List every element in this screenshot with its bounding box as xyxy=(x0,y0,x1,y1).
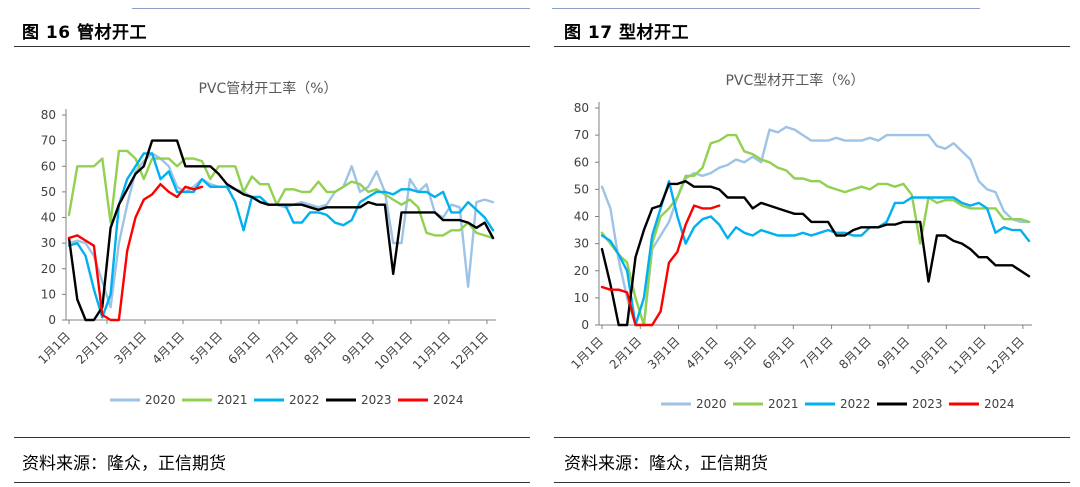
top-border-left xyxy=(132,0,530,9)
x-tick-label: 7月1日 xyxy=(798,334,836,372)
right-chart: PVC型材开工率（%） 0 10 20 30 40 50 60 70 80 1月1日 2月1日 3月1日… xyxy=(568,72,1032,411)
series-line-2021 xyxy=(600,133,1031,327)
x-tick-label: 2月1日 xyxy=(73,329,111,367)
y-tick-label: 40 xyxy=(41,211,56,225)
x-tick-label: 11月1日 xyxy=(946,334,989,377)
legend-label-2020: 2020 xyxy=(145,393,176,407)
left-panel-title: 图 16 管材开工 xyxy=(22,23,147,43)
x-tick-label: 12月1日 xyxy=(984,334,1027,377)
y-tick-label: 50 xyxy=(41,185,56,199)
y-tick-label: 50 xyxy=(574,182,589,196)
right-source-rule-top xyxy=(554,437,1070,438)
y-tick-label: 0 xyxy=(581,318,589,332)
x-tick-label: 6月1日 xyxy=(760,334,798,372)
legend-label-2023: 2023 xyxy=(912,397,943,411)
y-tick-label: 20 xyxy=(574,264,589,278)
chart-title: PVC管材开工率（%） xyxy=(198,80,337,97)
chart-title: PVC型材开工率（%） xyxy=(725,72,864,89)
series-line-2023 xyxy=(67,139,495,322)
legend-label-2024: 2024 xyxy=(433,393,464,407)
x-tick-label: 9月1日 xyxy=(339,329,377,367)
series-line-2022 xyxy=(600,179,1031,327)
x-tick-label: 10月1日 xyxy=(907,334,950,377)
x-tick-label: 3月1日 xyxy=(645,334,683,372)
x-tick-label: 4月1日 xyxy=(683,334,721,372)
y-tick-label: 60 xyxy=(41,159,56,173)
x-tick-label: 1月1日 xyxy=(35,329,73,367)
x-tick-label: 8月1日 xyxy=(836,334,874,372)
top-border-right xyxy=(552,0,980,9)
right-source: 资料来源：隆众，正信期货 xyxy=(564,454,768,474)
x-tick-label: 5月1日 xyxy=(187,329,225,367)
series-line-2023 xyxy=(600,179,1031,327)
left-title-rule xyxy=(14,46,530,47)
legend-label-2021: 2021 xyxy=(768,397,799,411)
x-tick-label: 5月1日 xyxy=(721,334,759,372)
legend-label-2020: 2020 xyxy=(696,397,727,411)
x-tick-label: 7月1日 xyxy=(263,329,301,367)
right-title-rule xyxy=(554,46,1070,47)
series-line-2024 xyxy=(67,182,204,322)
y-tick-label: 80 xyxy=(41,108,56,122)
x-tick-label: 9月1日 xyxy=(875,334,913,372)
y-tick-label: 10 xyxy=(574,291,589,305)
y-tick-label: 0 xyxy=(48,313,56,327)
left-source-rule-top xyxy=(14,437,530,438)
x-tick-label: 1月1日 xyxy=(568,334,606,372)
right-panel-title: 图 17 型材开工 xyxy=(564,23,689,43)
y-tick-label: 20 xyxy=(41,262,56,276)
y-tick-label: 70 xyxy=(41,134,56,148)
x-tick-label: 3月1日 xyxy=(111,329,149,367)
series-line-2024 xyxy=(600,204,721,327)
legend-label-2021: 2021 xyxy=(217,393,248,407)
x-tick-label: 4月1日 xyxy=(149,329,187,367)
x-tick-label: 8月1日 xyxy=(301,329,339,367)
x-tick-label: 10月1日 xyxy=(372,329,415,372)
x-tick-label: 6月1日 xyxy=(225,329,263,367)
y-tick-label: 70 xyxy=(574,128,589,142)
y-tick-label: 30 xyxy=(574,237,589,251)
legend-label-2022: 2022 xyxy=(840,397,871,411)
left-source: 资料来源：隆众，正信期货 xyxy=(22,454,226,474)
y-tick-label: 80 xyxy=(574,101,589,115)
x-tick-label: 2月1日 xyxy=(607,334,645,372)
y-tick-label: 10 xyxy=(41,287,56,301)
legend-label-2024: 2024 xyxy=(984,397,1015,411)
y-tick-label: 40 xyxy=(574,210,589,224)
legend-label-2023: 2023 xyxy=(361,393,392,407)
x-tick-label: 12月1日 xyxy=(448,329,491,372)
left-source-rule-bottom xyxy=(14,482,530,483)
y-tick-label: 60 xyxy=(574,155,589,169)
legend-label-2022: 2022 xyxy=(289,393,320,407)
x-tick-label: 11月1日 xyxy=(410,329,453,372)
series-line-2020 xyxy=(600,125,1031,327)
left-chart: PVC管材开工率（%） 0 10 20 30 40 50 60 70 80 1月1日 2月1日 3月1日… xyxy=(35,80,496,407)
right-source-rule-bottom xyxy=(554,482,1070,483)
y-tick-label: 30 xyxy=(41,236,56,250)
